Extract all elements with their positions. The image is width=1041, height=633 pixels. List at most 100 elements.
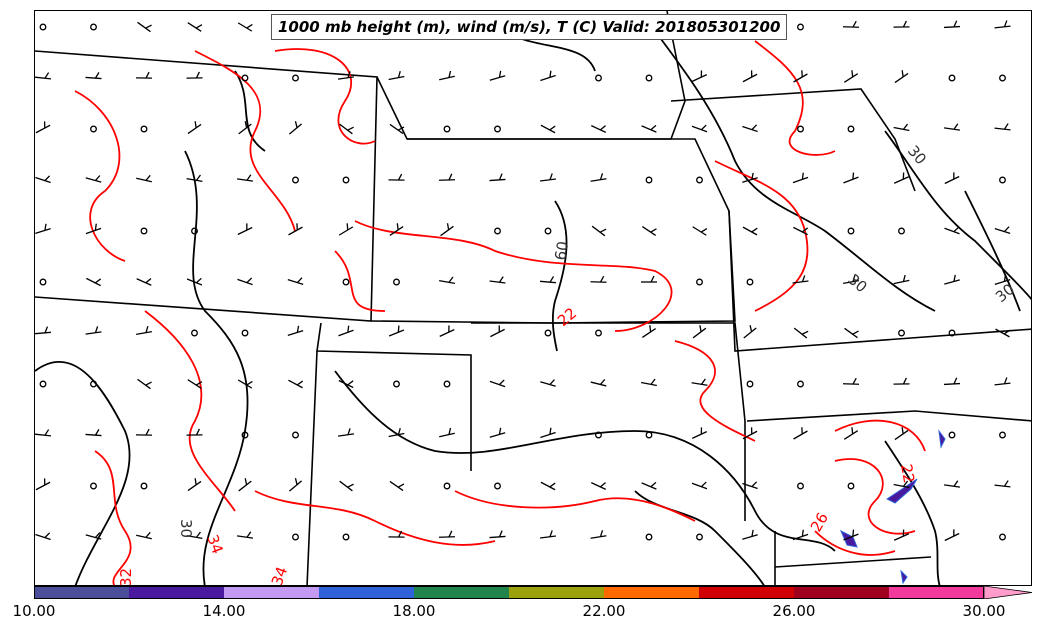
calm-wind-circle xyxy=(847,125,855,133)
temperature-contour xyxy=(254,490,496,546)
wind-barb xyxy=(287,325,304,336)
height-contour xyxy=(234,70,266,152)
wind-barb xyxy=(590,173,607,182)
wind-barb xyxy=(994,377,1011,386)
kansas-oklahoma-border xyxy=(471,322,746,521)
calm-wind-circle xyxy=(342,533,350,541)
colorbar-tick-label: 14.00 xyxy=(202,602,246,620)
wind-barb xyxy=(186,71,203,79)
wind-barb xyxy=(135,71,153,79)
wind-barb xyxy=(943,480,961,488)
wind-barb xyxy=(792,172,809,184)
calm-wind-circle xyxy=(847,227,855,235)
wind-barb xyxy=(186,174,203,183)
colorbar-tick-label: 10.00 xyxy=(12,602,56,620)
wind-barb xyxy=(439,427,455,438)
weather-map: 60 30 30 30 22 22 26 30 34 32 34 xyxy=(35,11,1031,585)
colorbar-segment xyxy=(604,586,699,599)
wind-barb xyxy=(439,325,455,337)
wind-barb xyxy=(35,72,52,80)
wind-barb xyxy=(288,121,303,135)
wind-barb xyxy=(35,326,52,335)
temperature-contour xyxy=(754,40,836,156)
wind-barb xyxy=(590,275,607,283)
colorado-border xyxy=(316,322,472,471)
louisiana-border xyxy=(774,556,932,568)
wind-barb xyxy=(237,223,253,236)
calm-wind-circle xyxy=(443,125,451,133)
wind-barb xyxy=(136,326,152,336)
wind-barb xyxy=(35,478,51,491)
wind-barb xyxy=(35,175,51,184)
map-title: 1000 mb height (m), wind (m/s), T (C) Va… xyxy=(271,14,788,40)
wind-barb xyxy=(539,276,557,284)
temperature-contour xyxy=(454,490,696,522)
calm-wind-circle xyxy=(140,125,148,133)
contour-label-group: 60 30 30 30 22 22 26 30 34 32 34 xyxy=(117,142,1018,585)
wind-barb xyxy=(187,379,203,389)
temperature-contour xyxy=(74,90,126,262)
calm-wind-circle xyxy=(39,380,47,388)
wind-barb xyxy=(641,275,657,283)
wind-barb xyxy=(792,529,809,541)
wind-barb xyxy=(337,71,355,80)
calm-wind-circle xyxy=(90,482,97,490)
temperature-colorbar xyxy=(34,586,1033,599)
wind-barb xyxy=(793,327,809,339)
wind-barb xyxy=(843,529,859,541)
height-contour xyxy=(184,150,249,585)
calm-wind-circle xyxy=(494,482,501,490)
height-contour xyxy=(964,190,1021,312)
wind-barb xyxy=(590,378,607,387)
wind-barb xyxy=(187,478,202,492)
minnesota-border xyxy=(670,88,916,192)
wind-barb xyxy=(944,529,960,542)
wind-barb xyxy=(137,21,152,33)
wind-barb xyxy=(389,223,404,237)
wind-barb xyxy=(994,226,1011,234)
wind-barb xyxy=(440,223,454,237)
wind-barb xyxy=(843,275,859,285)
calm-wind-circle xyxy=(696,278,703,286)
wind-barb xyxy=(692,325,707,339)
wind-barb xyxy=(237,277,253,286)
wind-barbs xyxy=(35,20,1011,542)
calm-wind-circle xyxy=(140,482,148,490)
wind-barb xyxy=(489,427,506,438)
colorbar-segment xyxy=(34,586,129,599)
calm-wind-circle xyxy=(191,227,198,235)
calm-wind-circle xyxy=(140,227,148,235)
calm-wind-circle xyxy=(241,431,249,439)
wind-barb xyxy=(540,70,556,82)
wind-barb xyxy=(288,379,304,389)
nebraska-border xyxy=(370,138,736,324)
calm-wind-circle xyxy=(544,227,552,235)
calm-wind-circle xyxy=(595,431,602,439)
temperature-contour xyxy=(834,458,916,535)
wind-barb xyxy=(186,531,203,540)
wind-barb xyxy=(943,377,961,386)
wind-barb xyxy=(85,326,102,335)
wind-barb xyxy=(590,482,607,490)
wind-barb xyxy=(944,274,960,285)
wind-barb xyxy=(742,529,758,540)
wind-barb xyxy=(237,22,253,32)
calm-wind-circle xyxy=(847,482,855,490)
temperature-contour xyxy=(714,160,809,312)
calm-wind-circle xyxy=(797,23,804,31)
wind-barb xyxy=(389,480,405,492)
calm-wind-circle xyxy=(645,431,653,439)
height-contour xyxy=(334,370,836,552)
height-contour xyxy=(884,130,1031,301)
wind-barb xyxy=(136,174,152,183)
arkansas-border xyxy=(746,410,1031,422)
temperature-contour xyxy=(354,220,673,332)
calm-wind-circle xyxy=(241,329,249,337)
wind-barb xyxy=(793,427,808,440)
colorbar-tick-label: 26.00 xyxy=(772,602,816,620)
wind-barb xyxy=(742,70,758,83)
wind-barb xyxy=(691,427,708,439)
wind-barb xyxy=(893,123,910,132)
purple-patch xyxy=(900,569,908,585)
purple-patch xyxy=(886,478,918,504)
